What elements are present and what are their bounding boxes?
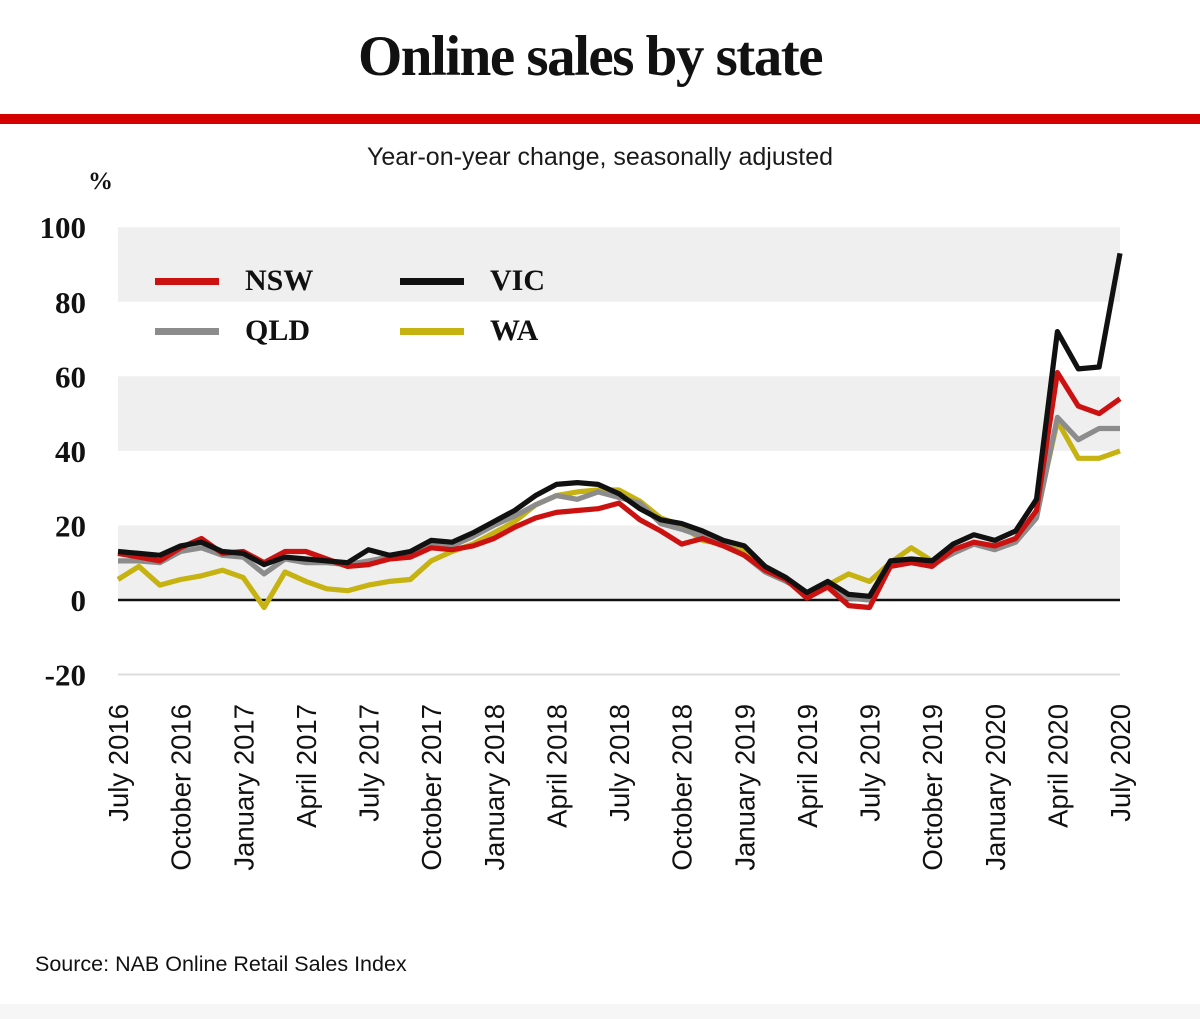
legend-label-nsw: NSW xyxy=(245,264,314,297)
x-tick-label: July 2020 xyxy=(1105,704,1136,822)
x-tick-label: January 2018 xyxy=(479,704,510,871)
x-tick-label: October 2016 xyxy=(166,704,197,871)
x-tick-label: July 2018 xyxy=(604,704,635,822)
y-tick-label: 40 xyxy=(55,434,86,469)
x-tick-label: July 2017 xyxy=(354,704,385,822)
source-note: Source: NAB Online Retail Sales Index xyxy=(35,952,407,976)
x-tick-label: April 2018 xyxy=(541,704,572,828)
series-line-nsw xyxy=(117,370,1122,611)
legend-swatch-qld xyxy=(155,327,219,335)
y-tick-label: 20 xyxy=(55,508,86,543)
x-tick-label: April 2020 xyxy=(1042,704,1073,828)
y-tick-label: 100 xyxy=(40,210,87,245)
legend-item-wa: WA xyxy=(400,314,539,347)
grid-band xyxy=(118,525,1120,600)
y-tick-label: -20 xyxy=(45,658,86,693)
x-tick-label: April 2017 xyxy=(291,704,322,828)
legend-label-vic: VIC xyxy=(490,264,546,297)
x-tick-label: January 2020 xyxy=(980,704,1011,871)
x-tick-label: July 2019 xyxy=(855,704,886,822)
legend-item-nsw: NSW xyxy=(155,264,314,297)
legend-label-qld: QLD xyxy=(245,314,311,347)
y-tick-label: 60 xyxy=(55,359,86,394)
grid-band xyxy=(118,227,1120,302)
legend-swatch-wa xyxy=(400,327,464,335)
x-tick-label: October 2017 xyxy=(416,704,447,871)
y-axis-unit-label: % xyxy=(88,168,113,195)
legend-swatch-vic xyxy=(400,277,464,285)
x-tick-label: January 2017 xyxy=(228,704,259,871)
x-tick-label: April 2019 xyxy=(792,704,823,828)
chart-subtitle: Year-on-year change, seasonally adjusted xyxy=(366,143,834,171)
y-tick-label: 80 xyxy=(55,285,86,320)
legend-swatch-nsw xyxy=(155,277,219,285)
legend-item-qld: QLD xyxy=(155,314,311,347)
legend-item-vic: VIC xyxy=(400,264,546,297)
footer-bar xyxy=(0,1004,1200,1019)
grid-band xyxy=(118,376,1120,451)
legend-label-wa: WA xyxy=(490,314,539,347)
series-line-vic xyxy=(117,252,1123,599)
y-tick-label: 0 xyxy=(71,583,87,618)
x-tick-label: January 2019 xyxy=(729,704,760,871)
x-tick-label: October 2018 xyxy=(667,704,698,871)
accent-bar xyxy=(0,114,1200,124)
x-tick-label: July 2016 xyxy=(103,704,134,822)
page-title: Online sales by state xyxy=(357,25,824,88)
x-tick-label: October 2019 xyxy=(917,704,948,871)
